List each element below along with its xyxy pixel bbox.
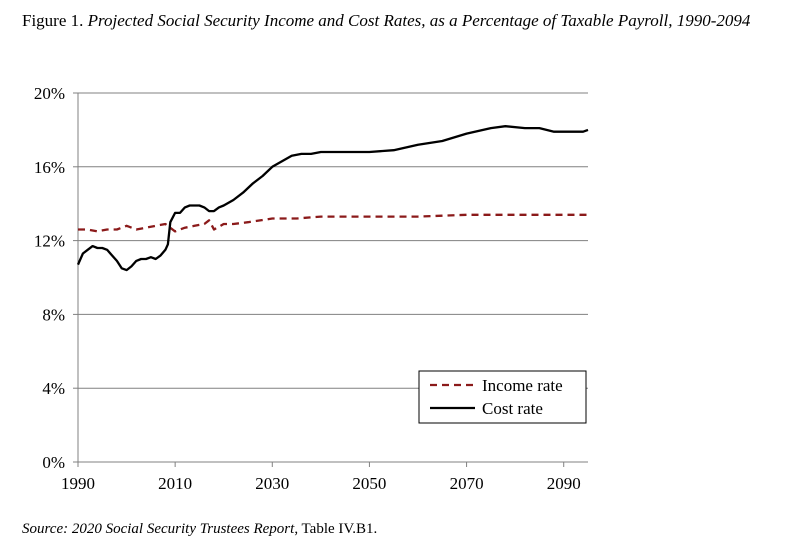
x-tick-label: 2050: [352, 474, 386, 493]
x-tick-label: 1990: [61, 474, 95, 493]
y-tick-label: 12%: [34, 232, 65, 251]
series-layer: [76, 125, 589, 272]
series-line-income-rate: [78, 213, 588, 233]
gridlines: [78, 92, 588, 389]
x-tick-label: 2070: [450, 474, 484, 493]
axes: [73, 92, 588, 467]
source-rest: , Table IV.B1.: [294, 521, 378, 537]
x-tick-label: 2090: [547, 474, 581, 493]
y-tick-label: 4%: [42, 379, 65, 398]
series-line-cost-rate: [76, 125, 589, 272]
x-tick-label: 2030: [255, 474, 289, 493]
legend-label-income-rate: Income rate: [482, 376, 563, 395]
y-tick-labels: 0% 4% 8% 12% 16% 20%: [34, 84, 65, 472]
figure-title-text: Projected Social Security Income and Cos…: [87, 11, 751, 30]
y-tick-label: 0%: [42, 453, 65, 472]
x-tick-labels: 1990 2010 2030 2050 2070 2090: [61, 474, 581, 493]
chart-legend: Income rate Cost rate: [418, 370, 587, 424]
source-label: Source: 2020 Social Security Trustees Re…: [22, 521, 295, 537]
source-note: Source: 2020 Social Security Trustees Re…: [22, 521, 377, 538]
legend-box: [418, 370, 587, 424]
legend-label-cost-rate: Cost rate: [482, 399, 543, 418]
y-tick-label: 8%: [42, 305, 65, 324]
figure-title: Figure 1. Projected Social Security Inco…: [22, 10, 792, 32]
figure-label: Figure 1.: [22, 11, 84, 30]
x-tick-label: 2010: [158, 474, 192, 493]
y-tick-label: 20%: [34, 84, 65, 103]
y-tick-label: 16%: [34, 158, 65, 177]
